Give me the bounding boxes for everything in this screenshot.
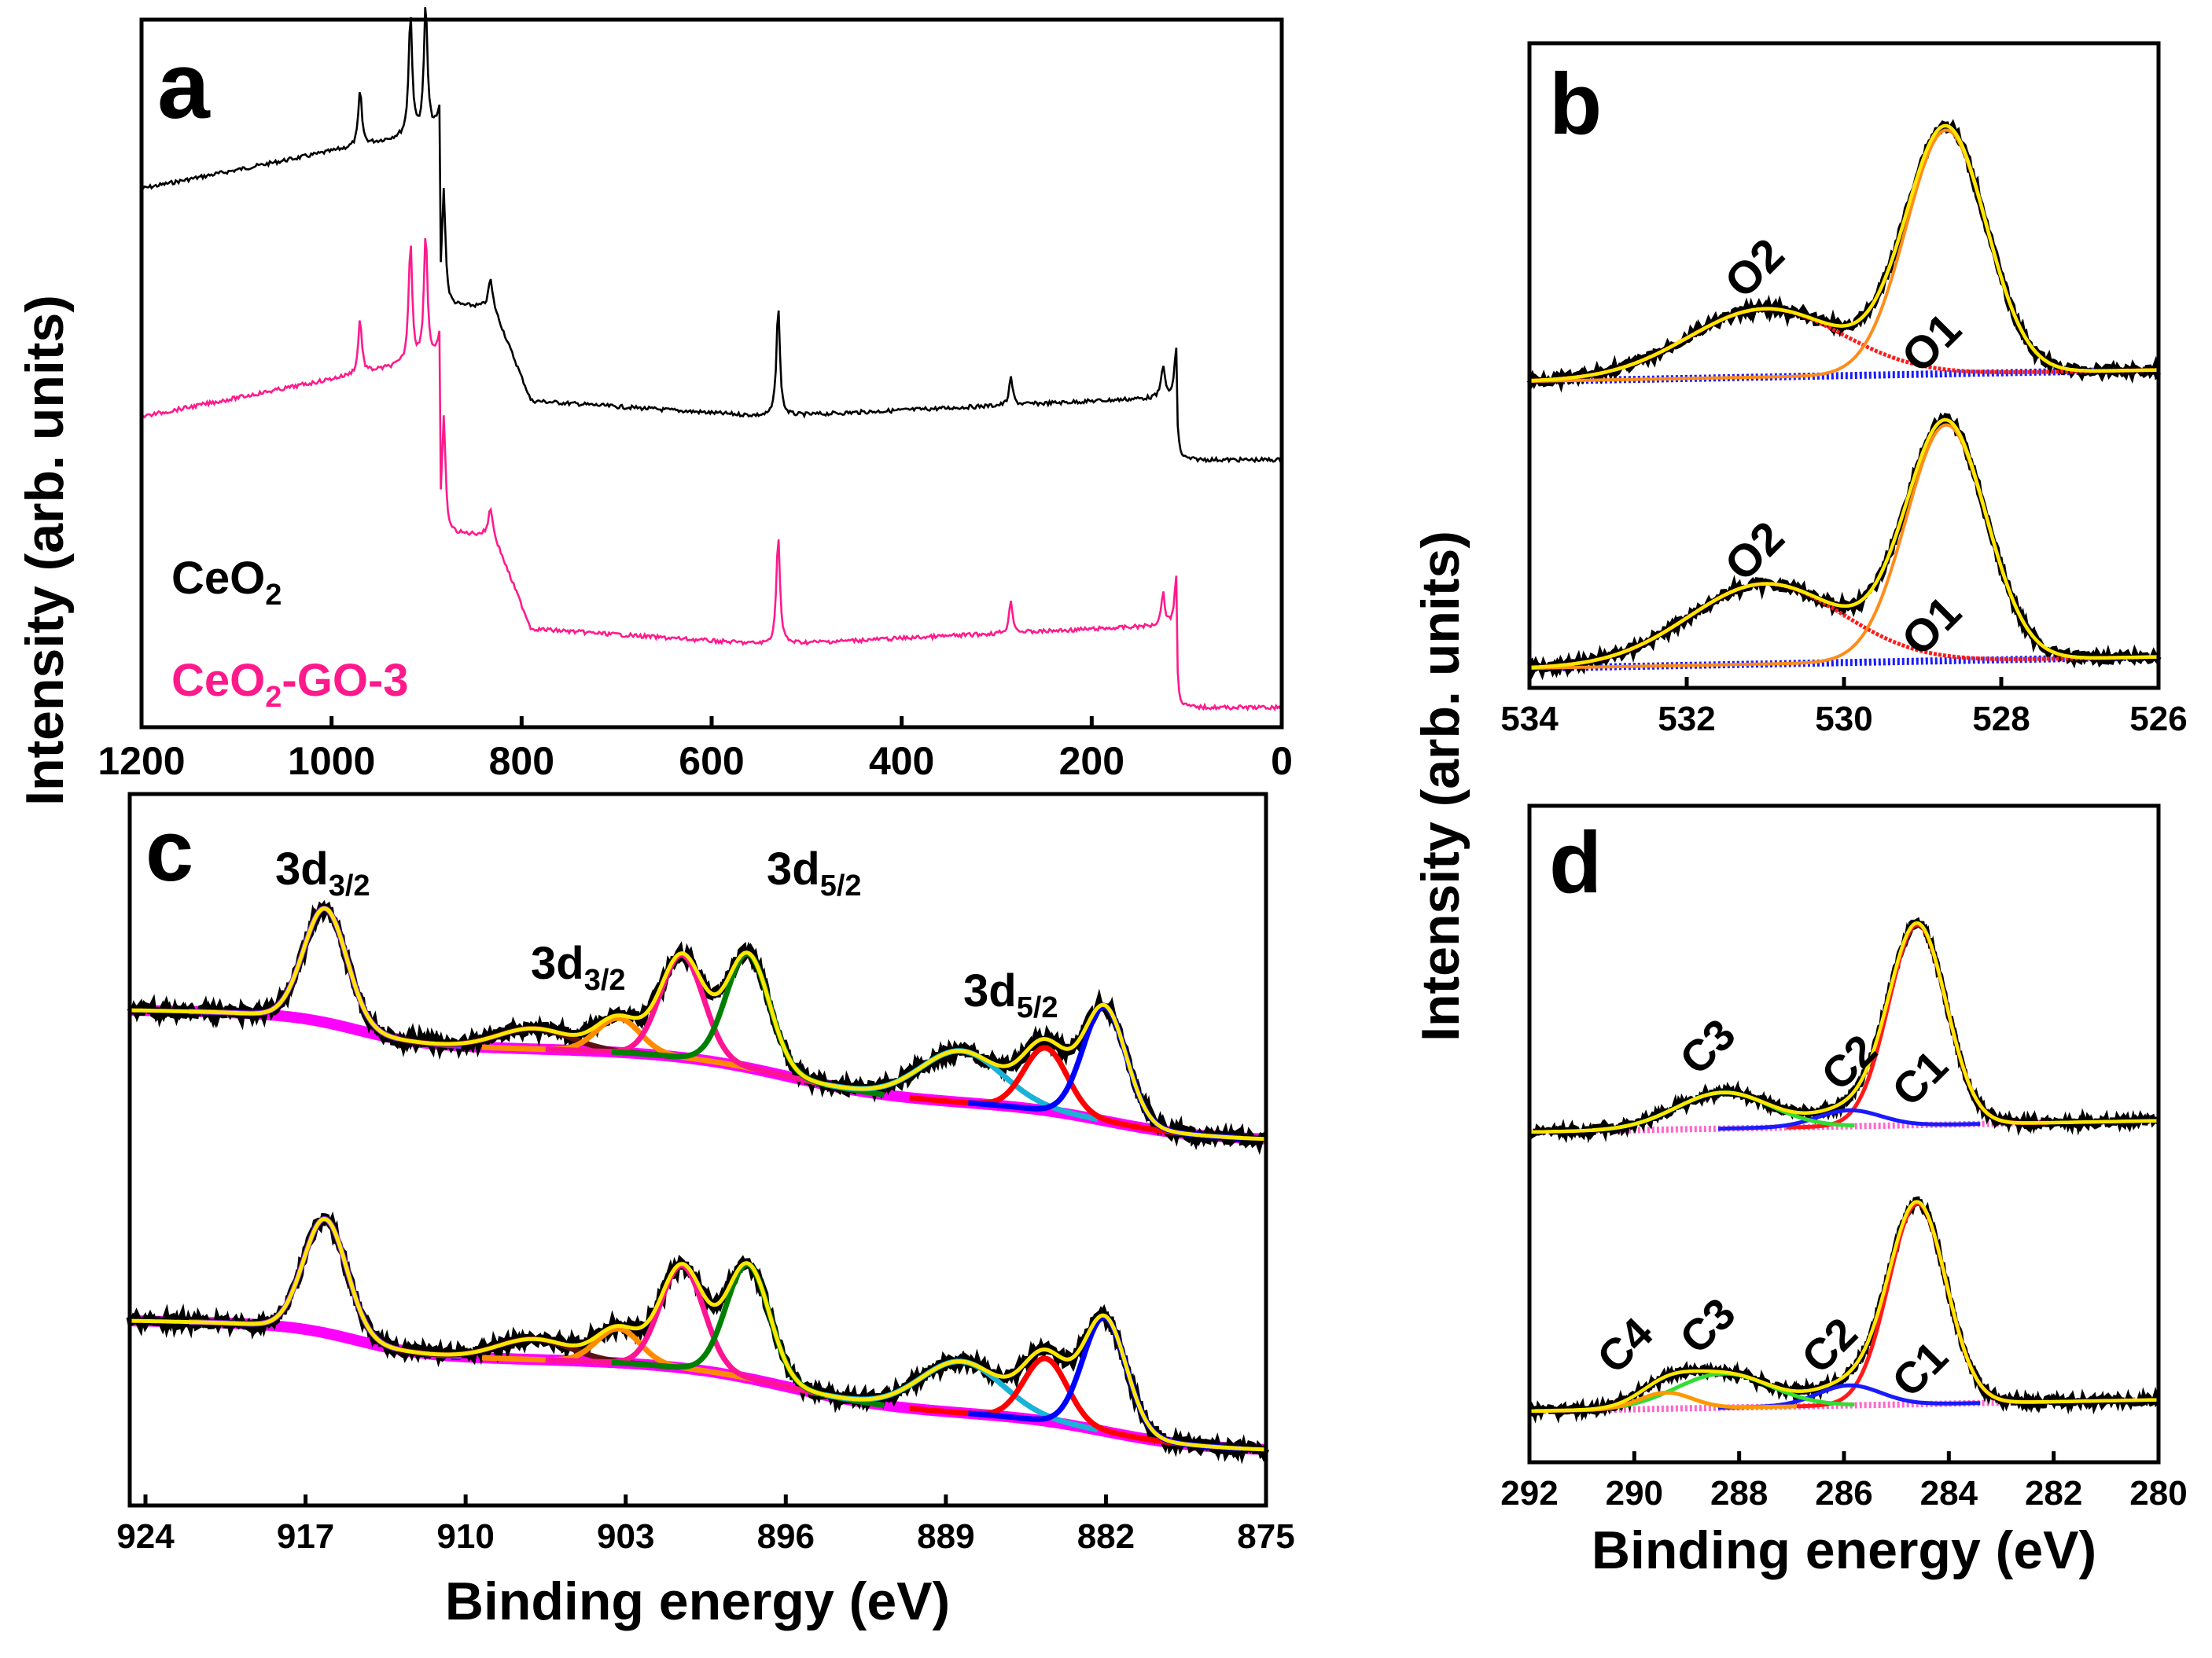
xlabel-c: Binding energy (eV) bbox=[445, 1572, 950, 1631]
panel-a-letter: a bbox=[157, 33, 211, 138]
label-3d-3-2: 3d3/2 bbox=[275, 844, 370, 903]
panel-d-x-tick-label: 290 bbox=[1606, 1474, 1663, 1513]
panel-d-x-tick-label: 286 bbox=[1815, 1474, 1872, 1513]
panel-a-x-tick-label: 600 bbox=[679, 739, 744, 783]
ce3d-component-3 bbox=[481, 1015, 756, 1072]
label-3d-5-2: 3d5/2 bbox=[767, 844, 862, 903]
ce3d-raw-data bbox=[127, 899, 1268, 1156]
panel-c-x-tick-label: 896 bbox=[757, 1517, 815, 1556]
o1-component bbox=[1529, 128, 2159, 383]
panel-d-x-tick-label: 280 bbox=[2129, 1474, 2187, 1513]
ce3d-raw-data bbox=[126, 1211, 1270, 1465]
ce3d-envelope bbox=[130, 1216, 1266, 1452]
label-o1: O1 bbox=[1892, 586, 1971, 666]
label-3d-3-2: 3d3/2 bbox=[531, 938, 626, 997]
panel-a-x-tick-label: 200 bbox=[1059, 739, 1124, 783]
c1s-raw-data bbox=[1529, 1196, 2160, 1424]
panel-c-frame bbox=[127, 792, 1268, 1508]
label-c3: C3 bbox=[1670, 1009, 1745, 1084]
panel-b-x-tick-label: 532 bbox=[1658, 700, 1715, 738]
label-o2: O2 bbox=[1715, 229, 1794, 308]
c1s-component-c2 bbox=[1718, 1108, 1981, 1131]
panel-d-x-tick-label: 292 bbox=[1500, 1474, 1558, 1513]
c1s-envelope bbox=[1529, 1200, 2159, 1414]
ce3d-component-3 bbox=[481, 1325, 756, 1383]
ylabel-left: Intensity (arb. units) bbox=[15, 295, 75, 806]
panel-b-letter: b bbox=[1549, 56, 1602, 153]
ce3d-envelope bbox=[130, 906, 1266, 1141]
ce3d-component-5 bbox=[611, 950, 885, 1097]
legend-ceo2: CeO2 bbox=[171, 553, 282, 612]
panel-d-x-tick-label: 284 bbox=[1920, 1474, 1978, 1513]
label-o2: O2 bbox=[1715, 512, 1794, 591]
label-c3: C3 bbox=[1670, 1289, 1745, 1363]
panel-c-x-tick-label: 917 bbox=[277, 1517, 334, 1556]
panel-b-x-tick-label: 530 bbox=[1815, 700, 1872, 738]
panel-c-x-tick-label: 882 bbox=[1077, 1517, 1135, 1556]
panel-c-x-tick-label: 924 bbox=[116, 1517, 175, 1556]
panel-b-x-tick-label: 528 bbox=[1972, 700, 2030, 738]
panel-d-x-tick-label: 282 bbox=[2025, 1474, 2082, 1513]
legend-ceo2-go-3: CeO2-GO-3 bbox=[171, 655, 409, 714]
o1s-envelope bbox=[1529, 417, 2159, 670]
panel-c-x-tick-label: 889 bbox=[917, 1517, 974, 1556]
o2-component bbox=[1529, 582, 2159, 670]
panel-a-x-tick-label: 1000 bbox=[288, 739, 375, 783]
panel-a-x-tick-label: 1200 bbox=[98, 739, 185, 783]
panel-a-frame bbox=[139, 17, 1284, 730]
label-c1: C1 bbox=[1883, 1041, 1957, 1116]
panel-c: 924 917 910 903 896 889 882 875 c 3d3/2 3d3/2 3d5… bbox=[116, 792, 1295, 1631]
label-c4: C4 bbox=[1588, 1308, 1662, 1383]
ce3d-component-5 bbox=[611, 1261, 885, 1408]
xlabel-d: Binding energy (eV) bbox=[1592, 1520, 2096, 1580]
panel-d-letter: d bbox=[1549, 814, 1602, 911]
panel-a-x-tick-label: 0 bbox=[1271, 739, 1293, 783]
c1s-envelope bbox=[1529, 921, 2159, 1134]
o1-component bbox=[1529, 423, 2159, 670]
label-3d-5-2: 3d5/2 bbox=[963, 965, 1058, 1024]
label-c1: C1 bbox=[1883, 1332, 1957, 1406]
panel-c-x-tick-label: 910 bbox=[436, 1517, 494, 1556]
o1s-envelope bbox=[1529, 123, 2159, 383]
survey-line-ceo2-go-3 bbox=[140, 237, 1283, 712]
o1s-raw-data bbox=[1526, 119, 2162, 393]
panel-d-x-tick-label: 288 bbox=[1710, 1474, 1768, 1513]
panel-c-x-tick-label: 875 bbox=[1237, 1517, 1294, 1556]
ce3d-component-7 bbox=[908, 1045, 1183, 1137]
panel-b-x-tick-label: 534 bbox=[1500, 700, 1559, 738]
panel-a: 1200 1000 800 600 400 200 0 a CeO2 CeO2-GO-3 bbox=[98, 7, 1293, 783]
panel-a-x-tick-label: 800 bbox=[489, 739, 554, 783]
panel-c-letter: c bbox=[145, 803, 193, 899]
ylabel-right: Intensity (arb. units) bbox=[1411, 531, 1470, 1042]
panel-a-x-tick-label: 400 bbox=[869, 739, 934, 783]
o1s-raw-data bbox=[1527, 412, 2162, 681]
survey-line-ceo2 bbox=[142, 7, 1283, 464]
panel-c-x-tick-label: 903 bbox=[597, 1517, 654, 1556]
ce3d-component-7 bbox=[908, 1355, 1183, 1447]
panel-b-x-tick-label: 526 bbox=[2129, 700, 2187, 738]
